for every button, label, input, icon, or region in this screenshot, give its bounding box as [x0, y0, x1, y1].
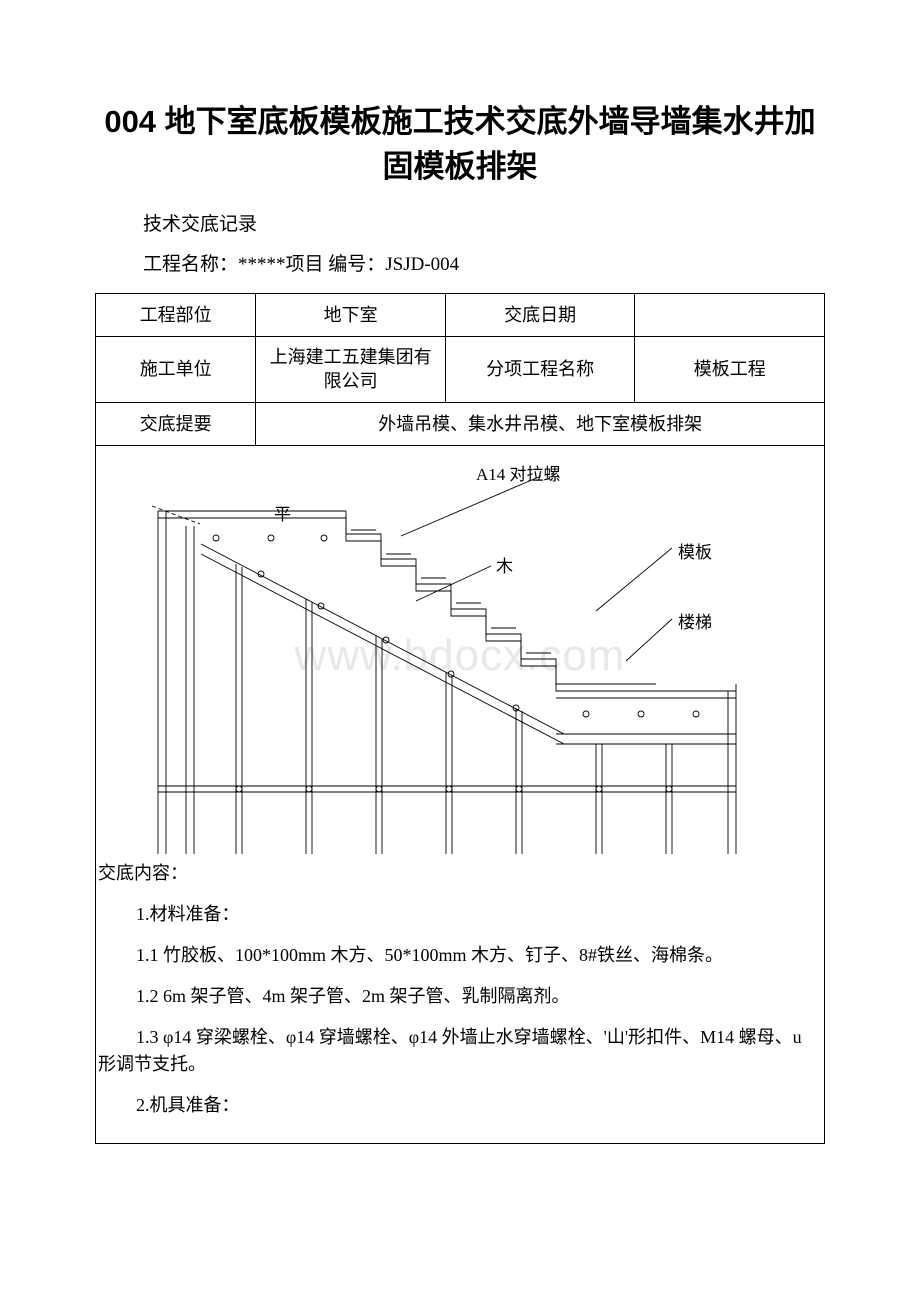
label-ping: 平: [274, 502, 291, 528]
cell-r1c3: 交底日期: [445, 294, 635, 337]
label-mu: 木: [496, 554, 513, 580]
label-moban: 模板: [678, 540, 712, 566]
info-table: 工程部位 地下室 交底日期 施工单位 上海建工五建集团有限公司 分项工程名称 模…: [95, 293, 825, 446]
cell-r2c2: 上海建工五建集团有限公司: [256, 337, 446, 403]
cell-r1c2: 地下室: [256, 294, 446, 337]
cell-r3c1: 交底提要: [96, 402, 256, 445]
label-a14: A14 对拉螺: [476, 462, 561, 488]
stair-diagram: [96, 446, 824, 856]
cell-r2c4: 模板工程: [635, 337, 825, 403]
body-text: 交底内容： 1.材料准备： 1.1 竹胶板、100*100mm 木方、50*10…: [96, 856, 824, 1143]
item-1-1: 1.1 竹胶板、100*100mm 木方、50*100mm 木方、钉子、8#铁丝…: [98, 942, 822, 969]
document-title: 004 地下室底板模板施工技术交底外墙导墙集水井加固模板排架: [95, 100, 825, 190]
cell-r3c2: 外墙吊模、集水井吊模、地下室模板排架: [256, 402, 825, 445]
section-2: 2.机具准备：: [98, 1092, 822, 1119]
cell-r2c3: 分项工程名称: [445, 337, 635, 403]
cell-r1c4: [635, 294, 825, 337]
diagram-area: www.bdocx.com A14 对拉螺 平 木 模板 楼梯: [96, 446, 824, 856]
section-1: 1.材料准备：: [98, 901, 822, 928]
content-heading: 交底内容：: [98, 860, 822, 887]
label-louti: 楼梯: [678, 610, 712, 636]
project-line: 工程名称：*****项目 编号：JSJD-004: [143, 252, 825, 279]
item-1-2: 1.2 6m 架子管、4m 架子管、2m 架子管、乳制隔离剂。: [98, 983, 822, 1010]
content-cell: www.bdocx.com A14 对拉螺 平 木 模板 楼梯: [95, 446, 825, 1144]
cell-r2c1: 施工单位: [96, 337, 256, 403]
cell-r1c1: 工程部位: [96, 294, 256, 337]
item-1-3: 1.3 φ14 穿梁螺栓、φ14 穿墙螺栓、φ14 外墙止水穿墙螺栓、'山'形扣…: [98, 1024, 822, 1078]
record-label: 技术交底记录: [143, 212, 825, 239]
